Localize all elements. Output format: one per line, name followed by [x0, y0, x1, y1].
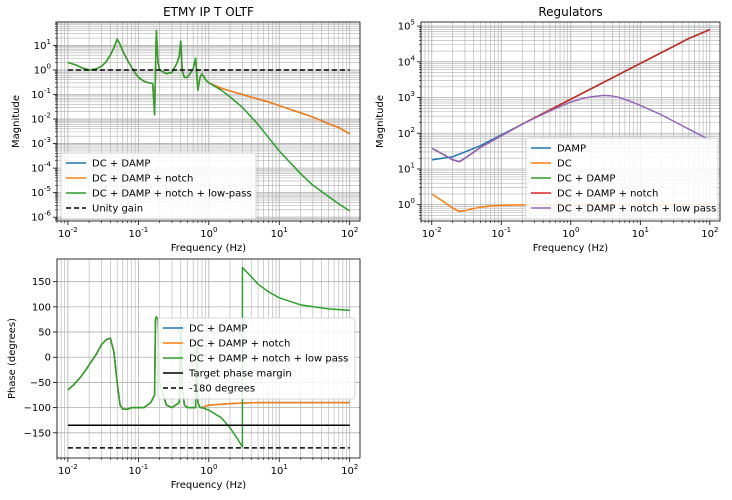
x-tick-label: 101: [632, 226, 649, 240]
y-tick-label: 10-4: [31, 161, 51, 175]
series-line-2: [67, 266, 350, 448]
legend: DC + DAMP DC + DAMP + notch DC + DAMP + no…: [157, 317, 356, 400]
legend-entry: DC + DAMP: [92, 159, 150, 170]
legend-entry: DC: [557, 159, 572, 170]
x-tick-label: 100: [562, 226, 579, 240]
legend-entry: Unity gain: [92, 204, 143, 215]
series-group: [67, 29, 351, 212]
y-tick-label: 10-3: [31, 136, 51, 150]
y-tick-label: 101: [34, 38, 51, 52]
legend-entry: DC + DAMP + notch: [92, 174, 193, 185]
y-tick-label: 10-2: [31, 112, 51, 126]
legend-entry: DAMP: [557, 144, 586, 155]
legend-box: [157, 317, 356, 400]
legend-entry: DC + DAMP: [189, 324, 247, 335]
y-tick-label: 0: [45, 353, 51, 364]
legend-entry: -180 degrees: [189, 384, 255, 395]
legend-box: [525, 137, 719, 220]
y-tick-label: 10-1: [31, 87, 51, 101]
y-tick-label: 103: [398, 90, 415, 104]
y-axis-label: Magnitude: [11, 95, 22, 148]
y-tick-label: −100: [24, 403, 51, 414]
legend-entry: Target phase margin: [188, 369, 292, 380]
x-tick-label: 10-2: [58, 226, 78, 240]
x-tick-label: 100: [200, 463, 217, 477]
series-line-2: [67, 29, 351, 212]
y-tick-label: 150: [32, 277, 51, 288]
y-axis-label: Magnitude: [375, 95, 386, 148]
x-axis-label: Frequency (Hz): [533, 243, 609, 254]
legend: DAMP DC DC + DAMP DC + DAMP + notch DC + DAM…: [525, 137, 719, 220]
chart-title: ETMY IP T OLTF: [163, 5, 254, 19]
legend-box: [60, 152, 257, 220]
x-tick-label: 102: [341, 226, 358, 240]
legend: DC + DAMP DC + DAMP + notch DC + DAMP + no…: [60, 152, 257, 220]
legend-entry: DC + DAMP + notch: [557, 189, 658, 200]
x-tick-label: 101: [271, 463, 288, 477]
y-tick-label: −150: [24, 428, 51, 439]
y-tick-label: 10-5: [31, 185, 51, 199]
y-tick-label: 100: [34, 62, 51, 76]
x-tick-label: 100: [200, 226, 217, 240]
x-tick-label: 101: [271, 226, 288, 240]
y-tick-label: 10-6: [31, 210, 51, 224]
y-tick-label: 100: [398, 197, 415, 211]
y-tick-label: 101: [398, 161, 415, 175]
chart-title: Regulators: [538, 5, 602, 19]
y-tick-label: −50: [30, 378, 51, 389]
series-line-4: [431, 94, 711, 163]
chart-oltf: 10-2 10-1 100 101 102 10-6 10-5 10-4 10-3 10-2 10-…: [11, 5, 361, 254]
y-axis-label: Phase (degrees): [7, 318, 18, 399]
x-tick-label: 102: [341, 463, 358, 477]
y-tick-label: 104: [398, 54, 416, 68]
y-tick-label: 100: [32, 302, 51, 313]
legend-entry: DC + DAMP + notch + low pass: [557, 204, 716, 215]
legend-entry: DC + DAMP + notch + low-pass: [92, 189, 252, 200]
x-tick-label: 102: [701, 226, 718, 240]
chart-phase: 10-2 10-1 100 101 102 −150 −100 −50 0 50 100 150 Fre…: [7, 258, 361, 491]
x-axis-label: Frequency (Hz): [171, 480, 247, 491]
legend-entry: DC + DAMP: [557, 174, 615, 185]
x-axis-label: Frequency (Hz): [171, 243, 247, 254]
x-tick-label: 10-1: [129, 226, 149, 240]
legend-entry: DC + DAMP + notch + low pass: [189, 354, 348, 365]
y-tick-label: 105: [398, 19, 415, 33]
legend-entry: DC + DAMP + notch: [189, 339, 290, 350]
chart-reg: 10-2 10-1 100 101 102 100 101 102 103 104 105 Regul…: [375, 5, 721, 254]
y-tick-label: 102: [398, 126, 415, 140]
y-tick-label: 50: [38, 328, 51, 339]
x-tick-label: 10-1: [129, 463, 149, 477]
x-tick-label: 10-2: [422, 226, 442, 240]
x-tick-label: 10-2: [58, 463, 78, 477]
x-tick-label: 10-1: [491, 226, 511, 240]
